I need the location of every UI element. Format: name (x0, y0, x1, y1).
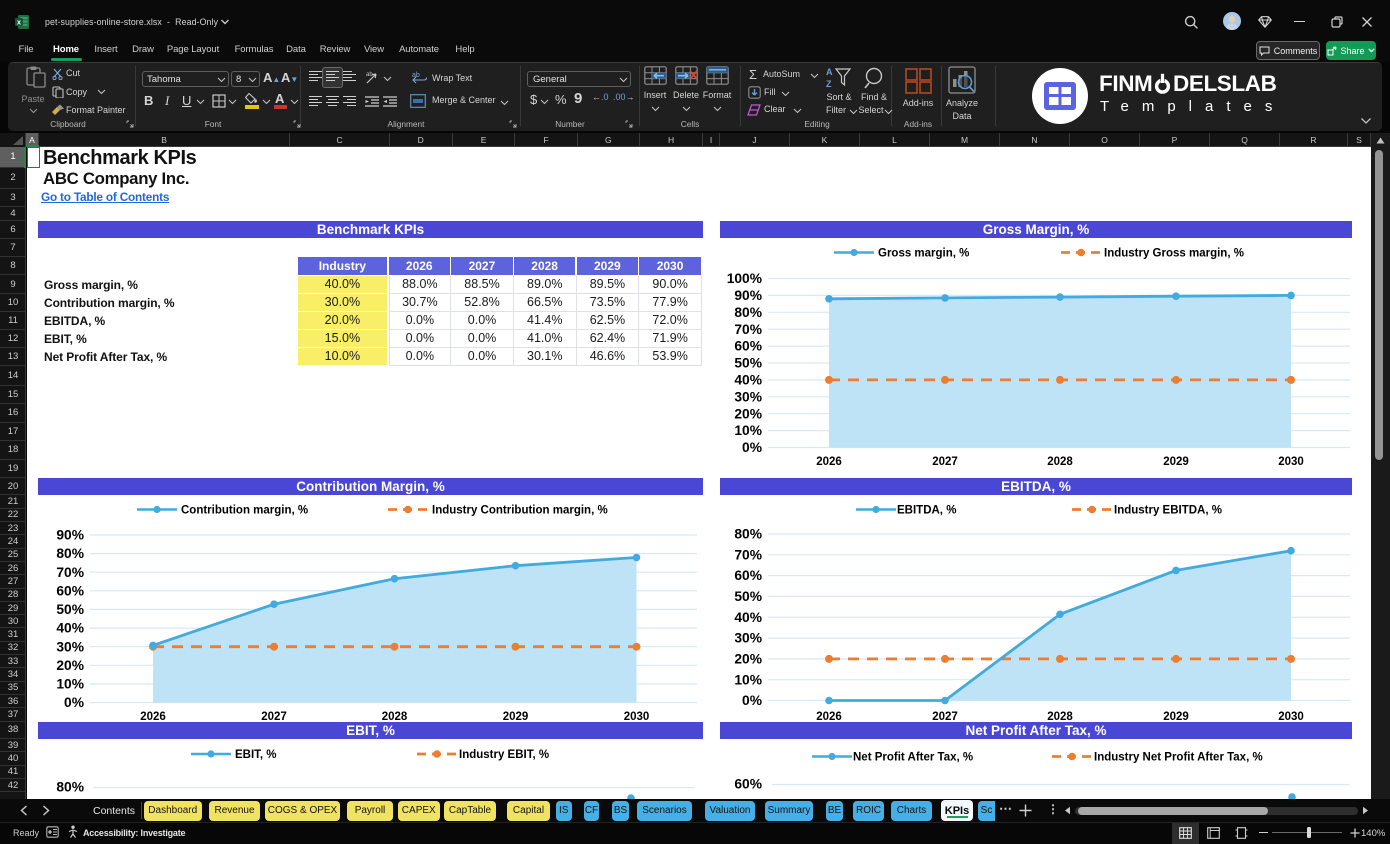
svg-text:30%: 30% (734, 630, 762, 645)
svg-text:80%: 80% (56, 780, 84, 795)
svg-text:70%: 70% (734, 547, 762, 562)
svg-text:2027: 2027 (932, 456, 958, 468)
svg-text:60%: 60% (734, 338, 762, 353)
svg-text:80%: 80% (734, 304, 762, 319)
svg-text:EBIT, %: EBIT, % (235, 749, 277, 761)
svg-text:2027: 2027 (261, 711, 287, 723)
svg-text:10%: 10% (734, 423, 762, 438)
svg-text:Contribution margin, %: Contribution margin, % (181, 504, 308, 516)
svg-text:20%: 20% (734, 651, 762, 666)
svg-text:40%: 40% (734, 372, 762, 387)
svg-text:50%: 50% (56, 602, 84, 617)
svg-text:2026: 2026 (140, 711, 166, 723)
svg-text:80%: 80% (734, 526, 762, 541)
svg-text:Industry EBIT, %: Industry EBIT, % (459, 749, 549, 761)
svg-text:2028: 2028 (1047, 711, 1073, 723)
svg-text:Z: Z (826, 79, 832, 89)
svg-text:2029: 2029 (1163, 711, 1189, 723)
svg-text:0%: 0% (742, 693, 762, 708)
svg-text:100%: 100% (727, 271, 762, 286)
svg-text:40%: 40% (734, 609, 762, 624)
svg-text:60%: 60% (734, 777, 762, 792)
svg-text:EBITDA, %: EBITDA, % (897, 504, 956, 516)
svg-text:0%: 0% (742, 440, 762, 455)
svg-text:10%: 10% (734, 672, 762, 687)
svg-text:2026: 2026 (816, 711, 842, 723)
svg-text:70%: 70% (734, 321, 762, 336)
svg-text:Gross margin, %: Gross margin, % (878, 247, 969, 259)
svg-text:30%: 30% (56, 639, 84, 654)
svg-text:ab: ab (412, 72, 420, 79)
svg-text:50%: 50% (734, 589, 762, 604)
svg-text:20%: 20% (56, 657, 84, 672)
svg-text:Industry Gross margin, %: Industry Gross margin, % (1104, 247, 1244, 259)
svg-text:2027: 2027 (932, 711, 958, 723)
svg-text:0%: 0% (64, 695, 84, 710)
svg-text:60%: 60% (734, 568, 762, 583)
svg-text:x: x (17, 18, 22, 27)
svg-text:2026: 2026 (816, 456, 842, 468)
svg-text:A: A (826, 67, 833, 77)
svg-text:Industry Contribution margin,: Industry Contribution margin, % (432, 504, 608, 516)
svg-text:70%: 70% (56, 564, 84, 579)
svg-text:Industry EBITDA, %: Industry EBITDA, % (1114, 504, 1222, 516)
svg-text:50%: 50% (734, 355, 762, 370)
svg-text:2030: 2030 (624, 711, 650, 723)
svg-text:60%: 60% (56, 583, 84, 598)
svg-text:2030: 2030 (1278, 456, 1304, 468)
svg-text:2030: 2030 (1278, 711, 1304, 723)
svg-text:10%: 10% (56, 676, 84, 691)
svg-text:Net Profit After Tax, %: Net Profit After Tax, % (853, 752, 973, 764)
svg-text:2029: 2029 (503, 711, 529, 723)
svg-text:80%: 80% (56, 546, 84, 561)
svg-text:2028: 2028 (1047, 456, 1073, 468)
svg-text:2029: 2029 (1163, 456, 1189, 468)
svg-text:40%: 40% (56, 620, 84, 635)
svg-text:90%: 90% (56, 527, 84, 542)
svg-text:30%: 30% (734, 389, 762, 404)
svg-text:ab: ab (366, 72, 373, 78)
svg-text:90%: 90% (734, 288, 762, 303)
svg-text:2028: 2028 (382, 711, 408, 723)
svg-text:Industry Net Profit After Tax,: Industry Net Profit After Tax, % (1094, 752, 1263, 764)
svg-text:20%: 20% (734, 406, 762, 421)
